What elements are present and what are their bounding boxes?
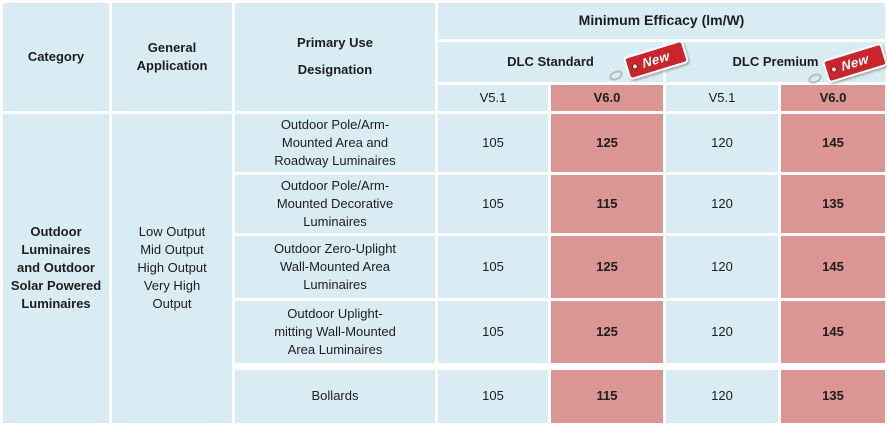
value-cell: 120 xyxy=(666,174,778,233)
value-cell: 105 xyxy=(438,235,548,298)
dlc-premium-label: DLC Premium xyxy=(732,54,819,70)
value-cell: 120 xyxy=(666,300,778,363)
value-cell: 135 xyxy=(781,369,885,423)
dlc-standard-label: DLC Standard xyxy=(507,54,594,70)
table-row: Outdoor Zero-Uplight Wall-Mounted Area L… xyxy=(3,235,885,298)
value-cell: 115 xyxy=(551,174,663,233)
designation-cell: Outdoor Pole/Arm- Mounted Decorative Lum… xyxy=(235,174,435,233)
version-header-premium-v60: V6.0 xyxy=(781,85,885,111)
tag-hole-icon xyxy=(830,65,838,74)
row-separator-cell xyxy=(235,365,885,367)
column-header-category: Category xyxy=(3,3,109,111)
tag-ring-icon xyxy=(806,71,824,86)
version-header-standard-v51: V5.1 xyxy=(438,85,548,111)
value-cell: 105 xyxy=(438,174,548,233)
version-header-premium-v51: V5.1 xyxy=(666,85,778,111)
efficacy-title: Minimum Efficacy (lm/W) xyxy=(438,3,885,39)
designation-cell: Outdoor Zero-Uplight Wall-Mounted Area L… xyxy=(235,235,435,298)
value-cell: 125 xyxy=(551,300,663,363)
designation-cell: Outdoor Uplight- mitting Wall-Mounted Ar… xyxy=(235,300,435,363)
designation-cell: Outdoor Pole/Arm- Mounted Area and Roadw… xyxy=(235,114,435,172)
tag-hole-icon xyxy=(631,62,639,71)
new-badge-label: New xyxy=(839,51,870,75)
group-header-dlc-standard: DLC Standard New xyxy=(438,39,690,83)
designation-cell: Bollards xyxy=(235,369,435,423)
value-cell: 135 xyxy=(781,174,885,233)
table-row: Outdoor Luminaires and Outdoor Solar Pow… xyxy=(3,114,885,423)
value-cell: 105 xyxy=(438,300,548,363)
tag-ring-icon xyxy=(607,68,625,83)
value-cell: 105 xyxy=(438,114,548,172)
value-cell: 145 xyxy=(781,300,885,363)
group-header-dlc-premium: DLC Premium New xyxy=(666,42,887,86)
value-cell: 120 xyxy=(666,114,778,172)
table-row: Bollards 105 115 120 135 xyxy=(3,369,885,423)
table-row: Outdoor Pole/Arm- Mounted Decorative Lum… xyxy=(3,174,885,233)
table-row: Outdoor Uplight- mitting Wall-Mounted Ar… xyxy=(3,300,885,363)
column-header-primary-use-designation: Primary Use Designation xyxy=(235,3,435,111)
value-cell: 105 xyxy=(438,369,548,423)
column-header-general-application: General Application xyxy=(112,3,232,111)
value-cell: 125 xyxy=(551,235,663,298)
row-separator xyxy=(3,365,885,367)
value-cell: 145 xyxy=(781,114,885,172)
version-header-standard-v60: V6.0 xyxy=(551,85,663,111)
value-cell: 125 xyxy=(551,114,663,172)
category-cell: Outdoor Luminaires and Outdoor Solar Pow… xyxy=(3,114,109,423)
price-tag-icon: New xyxy=(821,42,887,84)
value-cell: 120 xyxy=(666,369,778,423)
value-cell: 120 xyxy=(666,235,778,298)
general-application-cell: Low Output Mid Output High Output Very H… xyxy=(112,114,232,423)
value-cell: 115 xyxy=(551,369,663,423)
value-cell: 145 xyxy=(781,235,885,298)
